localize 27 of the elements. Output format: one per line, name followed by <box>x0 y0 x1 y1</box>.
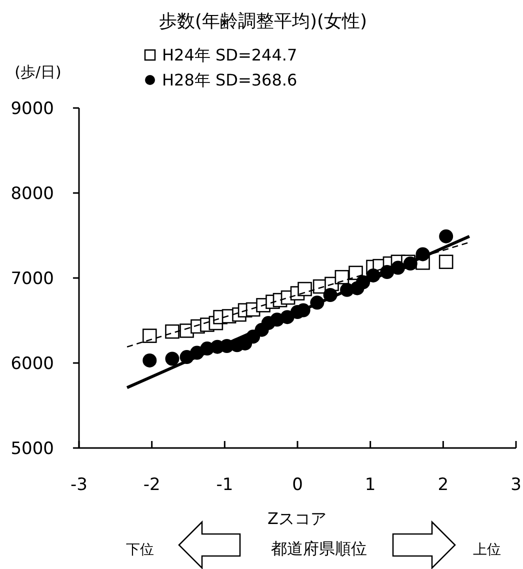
text: 都道府県順位 <box>271 539 367 558</box>
point <box>165 352 180 366</box>
y-tick-label: 5000 <box>10 438 54 459</box>
y-tick-label: 6000 <box>10 354 54 374</box>
legend-label: H28年 SD=368.6 <box>162 70 298 90</box>
y-axis-title: (歩/日) <box>14 63 62 81</box>
point <box>298 282 312 296</box>
point <box>142 328 157 343</box>
y-tick-label: 8000 <box>10 184 54 204</box>
x-tick-label: 0 <box>292 475 303 495</box>
point <box>438 254 454 269</box>
x-tick-label: 1 <box>364 475 376 495</box>
chart-title: 歩数(年齢調整平均)(女性) <box>158 11 368 32</box>
text: 下位 <box>126 542 154 558</box>
point <box>439 229 454 244</box>
point <box>142 353 157 368</box>
x-tick-label: 3 <box>510 475 522 495</box>
x-tick-label: -2 <box>143 475 160 495</box>
x-axis-title: Zスコア <box>268 509 326 528</box>
x-tick-label: -1 <box>216 475 234 495</box>
x-tick-label: 2 <box>438 475 449 495</box>
y-tick-label: 7000 <box>10 268 54 289</box>
point <box>165 324 180 339</box>
y-tick-label: 9000 <box>10 98 54 119</box>
x-tick-label: -3 <box>70 475 88 495</box>
text: 上位 <box>473 542 501 558</box>
legend-label: H24年 SD=244.7 <box>162 46 298 65</box>
